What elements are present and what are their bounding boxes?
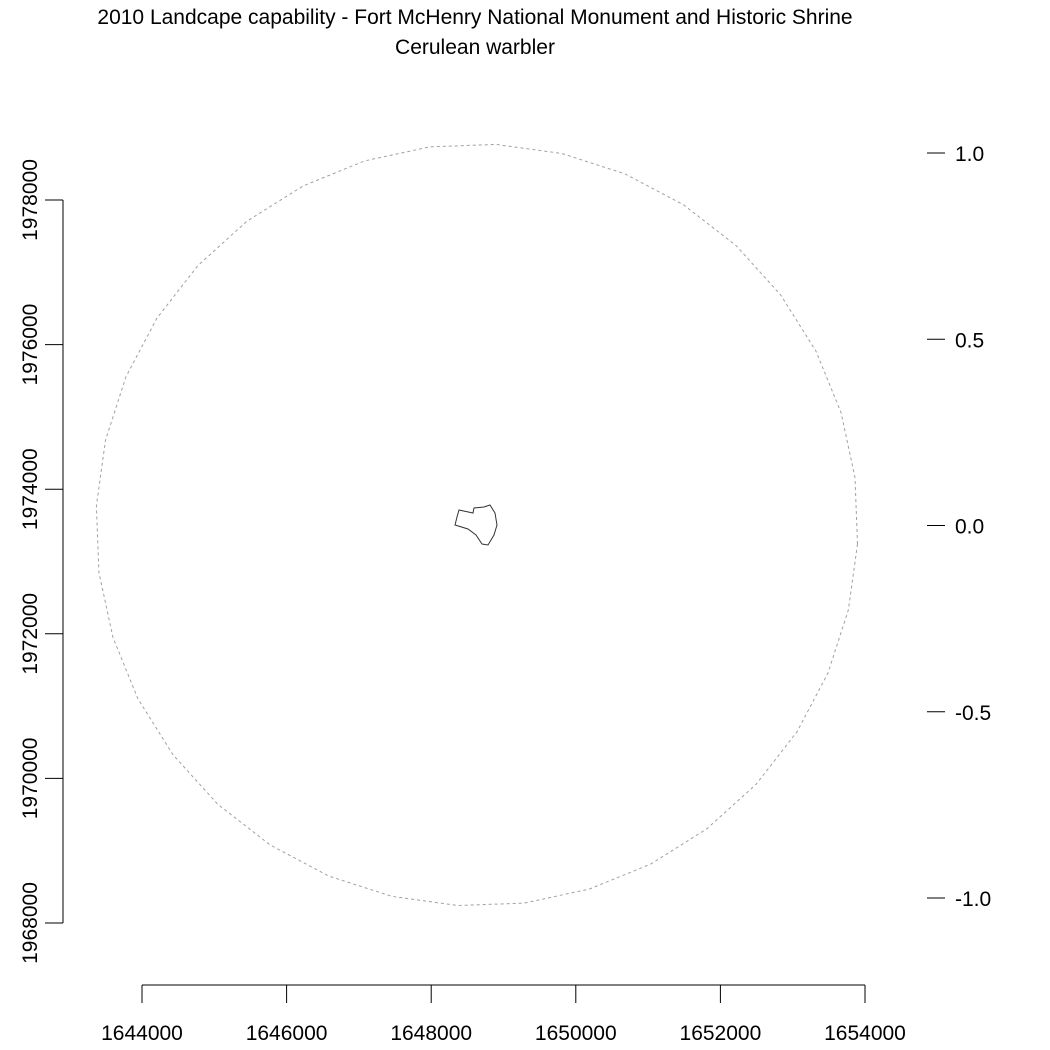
park-boundary xyxy=(454,504,498,546)
legend-tick-label: -1.0 xyxy=(955,888,991,911)
y-tick-label: 1976000 xyxy=(19,304,42,386)
x-tick-label: 1652000 xyxy=(680,1022,762,1045)
legend-tick-label: 0.5 xyxy=(955,329,984,352)
plot-title: 2010 Landcape capability - Fort McHenry … xyxy=(97,6,853,29)
x-tick-label: 1654000 xyxy=(824,1022,906,1045)
x-tick-label: 1648000 xyxy=(390,1022,472,1045)
y-tick-label: 1978000 xyxy=(19,159,42,241)
legend-tick-label: 1.0 xyxy=(955,143,984,166)
y-tick-label: 1970000 xyxy=(19,738,42,820)
x-tick-label: 1644000 xyxy=(101,1022,183,1045)
legend-tick-label: 0.0 xyxy=(955,516,984,539)
x-tick-label: 1650000 xyxy=(535,1022,617,1045)
y-tick-label: 1972000 xyxy=(19,593,42,675)
legend-tick-label: -0.5 xyxy=(955,702,991,725)
y-tick-label: 1974000 xyxy=(19,448,42,530)
plot-subtitle: Cerulean warbler xyxy=(395,36,555,59)
x-tick-label: 1646000 xyxy=(246,1022,328,1045)
y-tick-label: 1968000 xyxy=(19,882,42,964)
buffer-circle xyxy=(95,143,859,907)
